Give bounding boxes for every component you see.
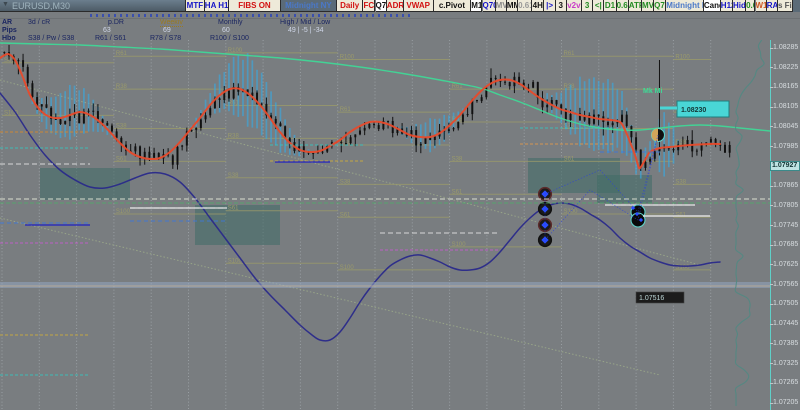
svg-text:S100: S100	[564, 209, 579, 215]
svg-text:1.08230: 1.08230	[681, 107, 706, 114]
svg-text:R61: R61	[340, 107, 352, 113]
svg-text:R61: R61	[564, 51, 576, 57]
svg-text:S38: S38	[675, 179, 686, 185]
svg-text:R100: R100	[228, 48, 243, 54]
svg-text:S38: S38	[116, 124, 127, 130]
svg-text:S61: S61	[452, 189, 463, 195]
svg-text:S61: S61	[228, 206, 239, 212]
svg-text:R61: R61	[452, 84, 464, 90]
svg-text:R100: R100	[340, 55, 355, 61]
svg-text:R38: R38	[116, 84, 128, 90]
svg-text:S100: S100	[452, 242, 467, 248]
svg-text:R61: R61	[116, 51, 128, 57]
svg-text:R100: R100	[675, 55, 690, 61]
svg-text:S100: S100	[340, 265, 355, 271]
svg-text:1.07516: 1.07516	[639, 295, 664, 302]
svg-text:R38: R38	[228, 133, 240, 139]
svg-text:S100: S100	[116, 209, 131, 215]
svg-text:S38: S38	[228, 173, 239, 179]
svg-text:Mk Mi: Mk Mi	[643, 88, 663, 95]
svg-text:S61: S61	[340, 212, 351, 218]
svg-text:S38: S38	[452, 156, 463, 162]
svg-text:S61: S61	[564, 156, 575, 162]
svg-text:S38: S38	[340, 179, 351, 185]
svg-text:S61: S61	[116, 156, 127, 162]
